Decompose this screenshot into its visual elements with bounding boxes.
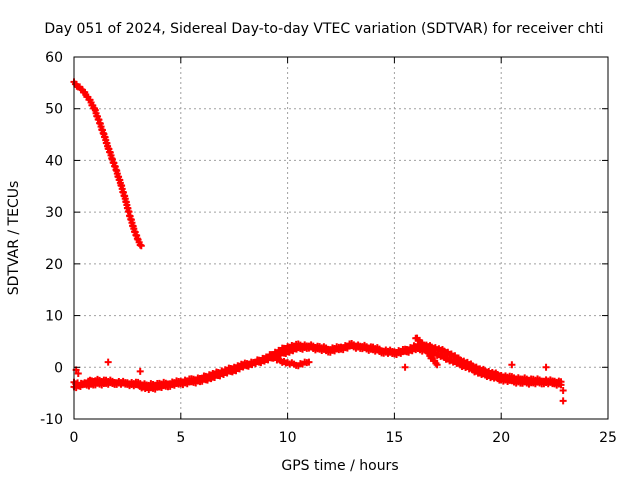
x-tick-label: 0	[70, 430, 79, 446]
data-point	[557, 381, 565, 389]
y-tick-label: -10	[40, 412, 63, 428]
y-tick-label: 10	[45, 309, 63, 325]
grid-lines	[74, 57, 608, 419]
y-tick-label: 20	[45, 257, 63, 273]
x-tick-label: 15	[385, 430, 403, 446]
data-point	[559, 387, 567, 395]
data-series	[70, 78, 145, 250]
chart-title: Day 051 of 2024, Sidereal Day-to-day VTE…	[44, 21, 603, 37]
data-point	[136, 367, 144, 375]
axis-ticks	[73, 56, 609, 420]
x-tick-label: 10	[279, 430, 297, 446]
data-point	[104, 358, 112, 366]
data-point	[74, 369, 82, 377]
y-tick-label: 50	[45, 102, 63, 118]
data-series	[273, 355, 313, 370]
data-point	[508, 361, 516, 369]
data-point	[305, 358, 313, 366]
y-tick-label: 0	[54, 360, 63, 376]
data-series	[72, 358, 567, 405]
x-tick-label: 20	[492, 430, 510, 446]
y-tick-label: 40	[45, 153, 63, 169]
y-tick-labels: -10 0 10 20 30 40 50 60	[40, 50, 63, 428]
plot-frame	[73, 56, 609, 420]
data-point	[433, 361, 441, 369]
data-series	[412, 334, 441, 369]
y-tick-label: 60	[45, 50, 63, 66]
x-tick-label: 25	[599, 430, 617, 446]
data-point	[542, 363, 550, 371]
data-series	[70, 342, 565, 394]
data-point	[401, 363, 409, 371]
data-point	[137, 242, 145, 250]
x-tick-label: 5	[176, 430, 185, 446]
data-points	[70, 78, 567, 405]
x-tick-labels: 0 5 10 15 20 25	[70, 430, 617, 446]
y-axis-label: SDTVAR / TECUs	[6, 181, 22, 296]
data-point	[559, 397, 567, 405]
x-axis-label: GPS time / hours	[281, 458, 398, 474]
y-tick-label: 30	[45, 205, 63, 221]
